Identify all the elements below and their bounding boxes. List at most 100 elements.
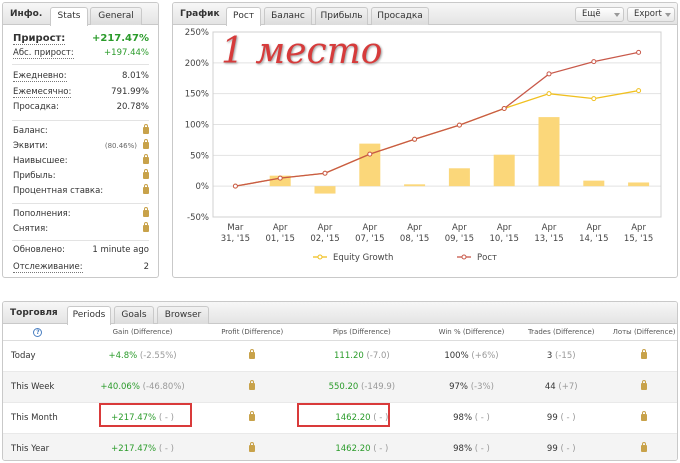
monthly-row: Ежемесячно: 791.99% xyxy=(13,87,149,101)
trades-cell: 44 (+7) xyxy=(511,371,612,403)
y-tick-label: 50% xyxy=(190,151,209,161)
win-cell: 100% (+6%) xyxy=(431,340,512,372)
y-tick-label: 0% xyxy=(196,182,210,192)
tab-stats[interactable]: Stats xyxy=(50,7,88,26)
monthly-value: 791.99% xyxy=(111,87,149,97)
updated-label: Обновлено: xyxy=(13,245,65,255)
abs-gain-label[interactable]: Абс. прирост: xyxy=(13,48,74,59)
monthly-label[interactable]: Ежемесячно: xyxy=(13,87,72,98)
trade-table: ? Gain (Difference) Profit (Difference) … xyxy=(3,325,677,460)
gain-row: Прирост: +217.47% xyxy=(13,33,149,49)
trades-cell: 3 (-15) xyxy=(511,340,612,372)
graph-tabbar: График Рост Баланс Прибыль Просадка Ещё … xyxy=(173,3,677,26)
bar xyxy=(269,175,291,187)
table-row: This Month +217.47% ( - ) 1462.20 ( - ) … xyxy=(3,402,677,434)
lock-icon xyxy=(143,169,149,179)
pips-cell: 111.20 (-7.0) xyxy=(292,340,432,372)
lock-icon xyxy=(641,348,648,359)
x-tick-label: Apr xyxy=(497,223,512,233)
pips-cell: 550.20 (-149.9) xyxy=(292,371,432,403)
x-tick-label: Apr xyxy=(631,223,646,233)
win-diff: (-3%) xyxy=(470,381,494,392)
updated-value: 1 minute ago xyxy=(92,245,149,255)
trades-value: 44 xyxy=(544,381,556,392)
growth-point xyxy=(501,105,507,111)
tracking-label[interactable]: Отслеживание: xyxy=(13,262,83,273)
growth-point xyxy=(591,59,597,65)
gain-cell: +4.8% (-2.55%) xyxy=(72,340,213,372)
plot-frame xyxy=(212,31,662,218)
divider xyxy=(12,64,149,65)
y-tick-label: -50% xyxy=(187,213,209,223)
bar xyxy=(628,182,650,187)
pips-diff: ( - ) xyxy=(373,412,389,423)
gain-diff: (-46.80%) xyxy=(142,381,185,392)
tab-goals[interactable]: Goals xyxy=(114,306,154,324)
daily-row: Ежедневно: 8.01% xyxy=(13,71,149,85)
overlay-caption: 1 место xyxy=(221,31,383,72)
daily-label[interactable]: Ежедневно: xyxy=(13,71,67,82)
tab-profit[interactable]: Прибыль xyxy=(315,7,368,25)
tab-general[interactable]: General xyxy=(90,7,142,25)
deposits-row: Пополнения: xyxy=(13,207,149,223)
profit-label: Прибыль: xyxy=(13,171,56,181)
bar xyxy=(404,184,426,187)
x-tick-label: 07, '15 xyxy=(355,234,384,244)
highlight-gain-box xyxy=(99,403,192,427)
drawdown-row: Просадка: 20.78% xyxy=(13,102,149,116)
trades-value: 3 xyxy=(546,350,553,361)
x-tick-label: Apr xyxy=(542,223,557,233)
highest-row: Наивысшее: xyxy=(13,154,149,170)
tab-growth[interactable]: Рост xyxy=(226,7,261,26)
divider xyxy=(12,203,149,204)
highest-label: Наивысшее: xyxy=(13,156,68,166)
profit-cell xyxy=(212,402,293,434)
tab-drawdown[interactable]: Просадка xyxy=(371,7,429,25)
table-row: This Year +217.47% ( - ) 1462.20 ( - ) 9… xyxy=(3,433,677,460)
graph-title: График xyxy=(180,9,220,19)
trade-tabbar: Торговля Periods Goals Browser xyxy=(3,302,677,325)
x-tick-label: 31, '15 xyxy=(221,234,250,244)
tracking-row: Отслеживание: 2 xyxy=(13,262,149,276)
chevron-down-icon xyxy=(614,13,620,17)
win-value: 100% xyxy=(444,350,469,361)
gain-value: +40.06% xyxy=(100,381,140,392)
legend-marker xyxy=(317,254,323,260)
profit-cell xyxy=(212,433,293,460)
tab-browser[interactable]: Browser xyxy=(157,306,209,324)
highlight-pips-box xyxy=(297,403,390,427)
growth-point xyxy=(636,49,642,55)
lots-cell xyxy=(611,371,677,403)
help-icon[interactable]: ? xyxy=(33,327,43,337)
profit-cell xyxy=(212,371,293,403)
lock-icon xyxy=(143,124,149,134)
interest-label: Процентная ставка: xyxy=(13,186,104,196)
tab-periods[interactable]: Periods xyxy=(67,306,111,325)
more-button-label: Ещё xyxy=(582,9,601,19)
pips-value: 550.20 xyxy=(328,381,359,392)
gain-value: +217.47% xyxy=(111,443,157,454)
x-tick-label: 13, '15 xyxy=(534,234,563,244)
growth-point xyxy=(456,122,462,128)
divider xyxy=(12,120,149,121)
export-button-label: Export xyxy=(634,9,662,19)
lots-cell xyxy=(611,433,677,460)
divider xyxy=(12,240,149,241)
trades-cell: 99 ( - ) xyxy=(511,402,612,434)
period-cell: Today xyxy=(3,340,73,372)
balance-row: Баланс: xyxy=(13,124,149,140)
header-profit: Profit (Difference) xyxy=(212,325,293,341)
export-button[interactable]: Export xyxy=(627,7,675,22)
withdrawals-row: Снятия: xyxy=(13,222,149,238)
x-tick-label: 10, '15 xyxy=(490,234,519,244)
x-tick-label: Apr xyxy=(273,223,288,233)
pips-value: 1462.20 xyxy=(335,443,371,454)
tab-balance[interactable]: Баланс xyxy=(264,7,312,25)
lock-icon xyxy=(641,379,648,390)
x-tick-label: Apr xyxy=(586,223,601,233)
bar xyxy=(493,154,515,187)
gain-label[interactable]: Прирост: xyxy=(13,33,66,45)
graph-panel: График Рост Баланс Прибыль Просадка Ещё … xyxy=(172,2,678,278)
more-button[interactable]: Ещё xyxy=(575,7,624,22)
x-tick-label: Apr xyxy=(452,223,467,233)
